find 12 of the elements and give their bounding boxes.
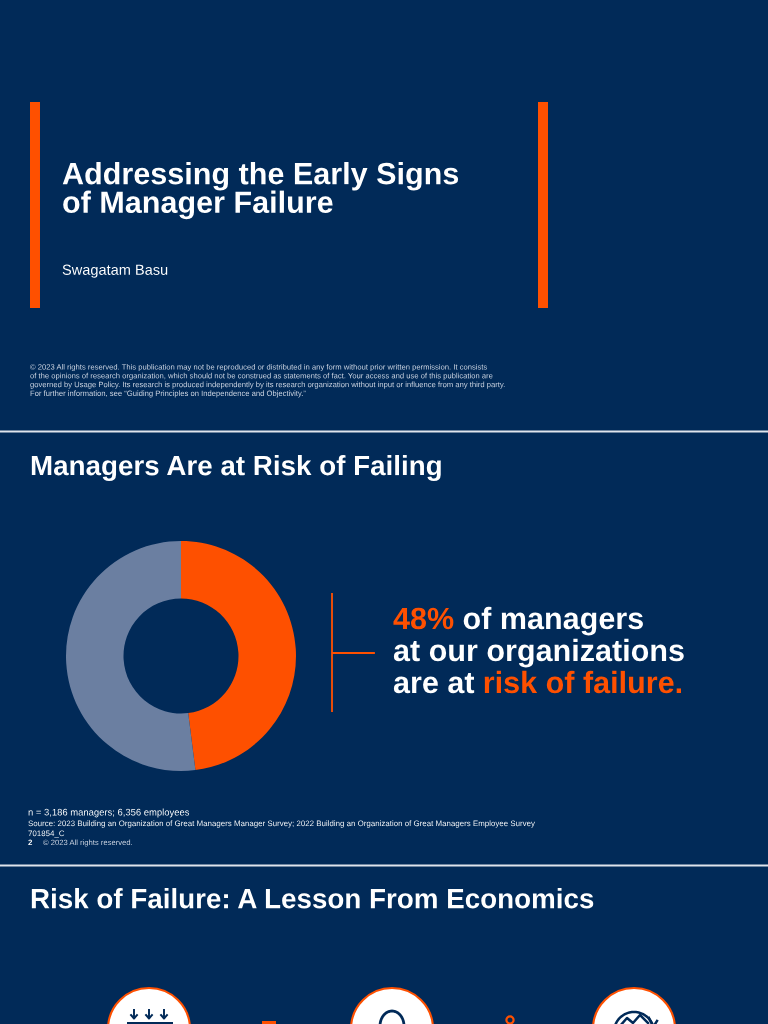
text: of managers	[463, 606, 643, 636]
donut-slice	[66, 541, 196, 771]
text: risk of failure.	[484, 670, 682, 694]
text: Addressing the Early Signs of Manager Failure	[62, 162, 459, 220]
text: Risk of Failure: A Lesson From Economics	[31, 888, 594, 909]
text: at our organizations	[393, 638, 684, 668]
donut-slice	[181, 541, 296, 771]
text: 48%	[393, 607, 454, 630]
text: Swagatam Basu	[62, 264, 168, 278]
text: n = 3,186 managers; 6,356 employees	[28, 808, 190, 818]
chart-title: Managers Are at Risk of Failing	[31, 454, 441, 482]
text: are at	[393, 673, 475, 694]
